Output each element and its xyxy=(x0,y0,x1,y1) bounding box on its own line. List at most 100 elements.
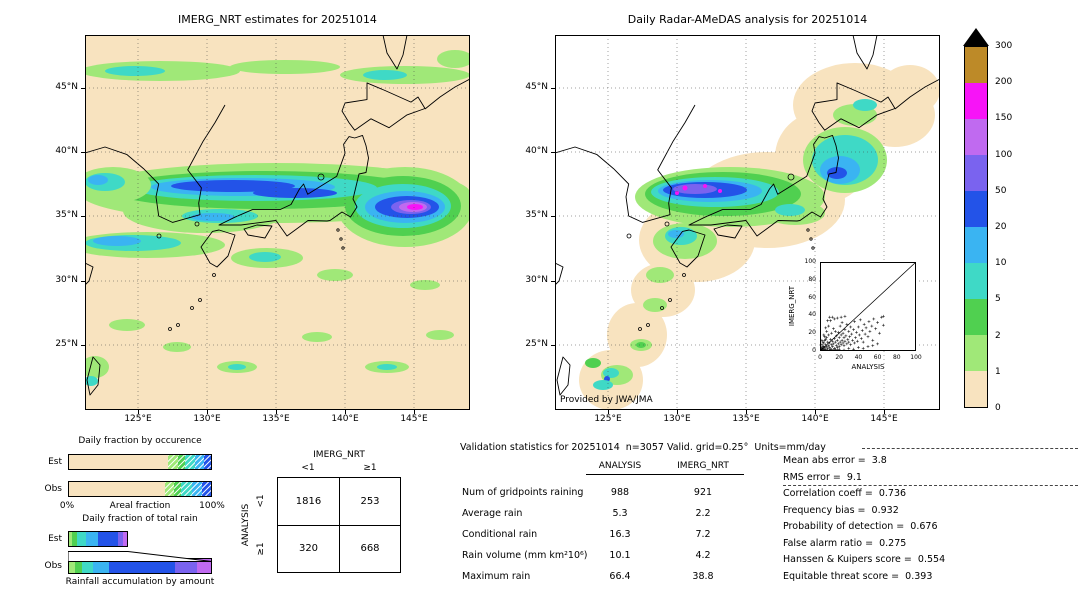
colorbar-tick-label: 150 xyxy=(995,113,1013,124)
bar-segment xyxy=(201,482,211,496)
contingency-row-label-ge1: ≥1 xyxy=(256,542,266,556)
lat-tick-label: 40°N xyxy=(525,146,548,156)
colorbar-segment xyxy=(965,299,987,335)
lon-tick-label: 145°E xyxy=(870,414,898,424)
stats-imerg-value: 921 xyxy=(693,487,713,498)
stats-analysis-value: 16.3 xyxy=(609,529,631,540)
stats-row-label: Maximum rain xyxy=(462,571,531,582)
lon-tick-mark xyxy=(608,410,609,414)
stats-score-line: Probability of detection = 0.676 xyxy=(783,521,938,532)
stats-score-line: Hanssen & Kuipers score = 0.554 xyxy=(783,554,946,565)
stats-imerg-value: 7.2 xyxy=(695,529,711,540)
lat-tick-label: 45°N xyxy=(55,82,78,92)
occurrence-est-bar xyxy=(68,454,212,470)
colorbar-tick-label: 50 xyxy=(995,185,1007,196)
colorbar-segment xyxy=(965,119,987,155)
colorbar-segment xyxy=(965,155,987,191)
map-credit: Provided by JWA/JMA xyxy=(560,395,653,405)
stats-analysis-value: 10.1 xyxy=(609,550,631,561)
totalrain-title: Daily fraction of total rain xyxy=(82,514,198,524)
bar-segment xyxy=(74,559,82,573)
lat-tick-label: 35°N xyxy=(525,210,548,220)
contingency-row-label-lt1: <1 xyxy=(256,494,266,508)
lon-tick-label: 145°E xyxy=(400,414,428,424)
stats-col-header-analysis: ANALYSIS xyxy=(598,461,642,471)
colorbar-tick-label: 2 xyxy=(995,330,1001,341)
lon-tick-label: 140°E xyxy=(331,414,359,424)
lon-tick-mark xyxy=(414,410,415,414)
inset-y-tick-label: 100 xyxy=(804,258,816,265)
colorbar-segment xyxy=(965,191,987,227)
bar-segment xyxy=(69,482,165,496)
inset-x-tick-label: 60 xyxy=(873,354,882,361)
stats-score-line: False alarm ratio = 0.275 xyxy=(783,537,907,549)
lat-tick-mark xyxy=(551,281,555,282)
bar-segment xyxy=(93,559,109,573)
bar-segment xyxy=(185,455,196,469)
lat-tick-label: 30°N xyxy=(55,275,78,285)
bar-segment xyxy=(191,482,202,496)
colorbar-tick-label: 300 xyxy=(995,41,1013,51)
lon-tick-label: 130°E xyxy=(193,414,221,424)
stats-score-line: Correlation coeff = 0.736 xyxy=(783,488,907,499)
stats-analysis-value: 66.4 xyxy=(609,571,631,582)
stats-row-label: Average rain xyxy=(462,508,523,519)
stats-score-line: Frequency bias = 0.932 xyxy=(783,504,899,516)
bar-segment xyxy=(196,559,211,573)
colorbar-segment xyxy=(965,83,987,119)
bar-segment xyxy=(195,455,204,469)
lat-tick-label: 45°N xyxy=(525,82,548,92)
lon-tick-mark xyxy=(746,410,747,414)
stats-score-line: Mean abs error = 3.8 xyxy=(783,455,887,466)
lon-tick-mark xyxy=(677,410,678,414)
lat-tick-mark xyxy=(551,216,555,217)
inset-x-tick-label: 0 xyxy=(818,354,822,361)
colorbar-tick-label: 1 xyxy=(995,366,1001,377)
colorbar xyxy=(964,46,988,408)
inset-y-axis-label: IMERG_NRT xyxy=(788,285,796,327)
imerg-precip-map xyxy=(69,34,473,410)
lon-tick-mark xyxy=(207,410,208,414)
accumulation-connector xyxy=(67,547,213,562)
bar-segment xyxy=(164,482,174,496)
colorbar-tick-label: 200 xyxy=(995,77,1013,88)
totalrain-obs-label: Obs xyxy=(44,561,63,571)
occurrence-obs-bar xyxy=(68,481,212,497)
areal-axis-label: Areal fraction xyxy=(109,501,171,511)
contingency-cell: 253 xyxy=(339,478,400,525)
lon-tick-label: 135°E xyxy=(262,414,290,424)
inset-y-tick-label: 0 xyxy=(812,347,816,354)
lat-tick-mark xyxy=(551,88,555,89)
contingency-table: 1816 253 320 668 xyxy=(277,477,401,573)
stats-analysis-value: 988 xyxy=(610,487,630,498)
lon-tick-mark xyxy=(815,410,816,414)
lat-tick-mark xyxy=(81,345,85,346)
colorbar-tick-label: 100 xyxy=(995,149,1013,160)
stats-analysis-value: 5.3 xyxy=(612,508,628,519)
lon-tick-label: 125°E xyxy=(124,414,152,424)
lon-tick-label: 130°E xyxy=(663,414,691,424)
lon-tick-label: 135°E xyxy=(732,414,760,424)
occurrence-obs-label: Obs xyxy=(44,484,63,494)
contingency-col-group-label: IMERG_NRT xyxy=(313,450,365,460)
stats-imerg-value: 4.2 xyxy=(695,550,711,561)
contingency-row-group-label: ANALYSIS xyxy=(241,503,251,547)
bar-segment xyxy=(81,559,94,573)
colorbar-segment xyxy=(965,335,987,371)
bar-segment xyxy=(178,455,186,469)
accumulation-caption: Rainfall accumulation by amount xyxy=(65,577,215,587)
inset-y-tick-label: 40 xyxy=(808,311,816,319)
colorbar-segment xyxy=(965,47,987,83)
lon-tick-mark xyxy=(276,410,277,414)
bar-segment xyxy=(108,559,176,573)
lat-tick-label: 25°N xyxy=(525,339,548,349)
lat-tick-mark xyxy=(81,216,85,217)
stats-score-dashes xyxy=(783,485,1078,486)
colorbar-tick-label: 10 xyxy=(995,258,1007,269)
inset-x-tick-label: 40 xyxy=(854,354,863,361)
lat-tick-label: 40°N xyxy=(55,146,78,156)
occurrence-title: Daily fraction by occurence xyxy=(78,436,202,446)
right-map-title: Daily Radar-AMeDAS analysis for 20251014 xyxy=(627,13,868,26)
occurrence-est-label: Est xyxy=(48,457,62,467)
